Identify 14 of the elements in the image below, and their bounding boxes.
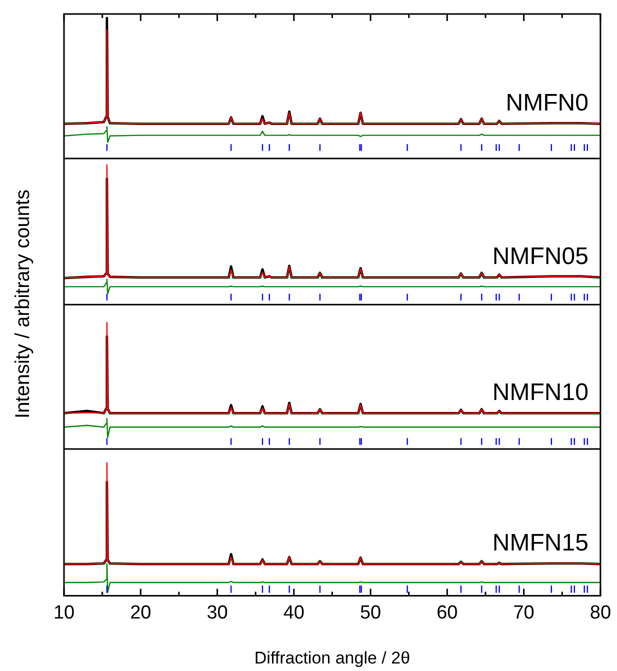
x-tick-label: 60 [436, 602, 458, 624]
series-label: NMFN10 [492, 378, 588, 406]
x-tick-label: 30 [206, 602, 228, 624]
series-label: NMFN05 [492, 243, 588, 270]
x-tick-label: 20 [130, 602, 152, 624]
x-tick-label: 10 [53, 602, 75, 624]
y-axis-title: Intensity / arbitrary counts [12, 190, 34, 418]
x-tick-label: 70 [513, 602, 534, 624]
x-tick-label: 40 [283, 602, 304, 624]
x-tick-label: 80 [590, 602, 612, 624]
series-label: NMFN0 [506, 89, 588, 116]
x-axis-title: Diffraction angle / 2θ [254, 648, 410, 668]
series-label: NMFN15 [492, 530, 588, 557]
x-tick-label: 50 [360, 602, 382, 624]
